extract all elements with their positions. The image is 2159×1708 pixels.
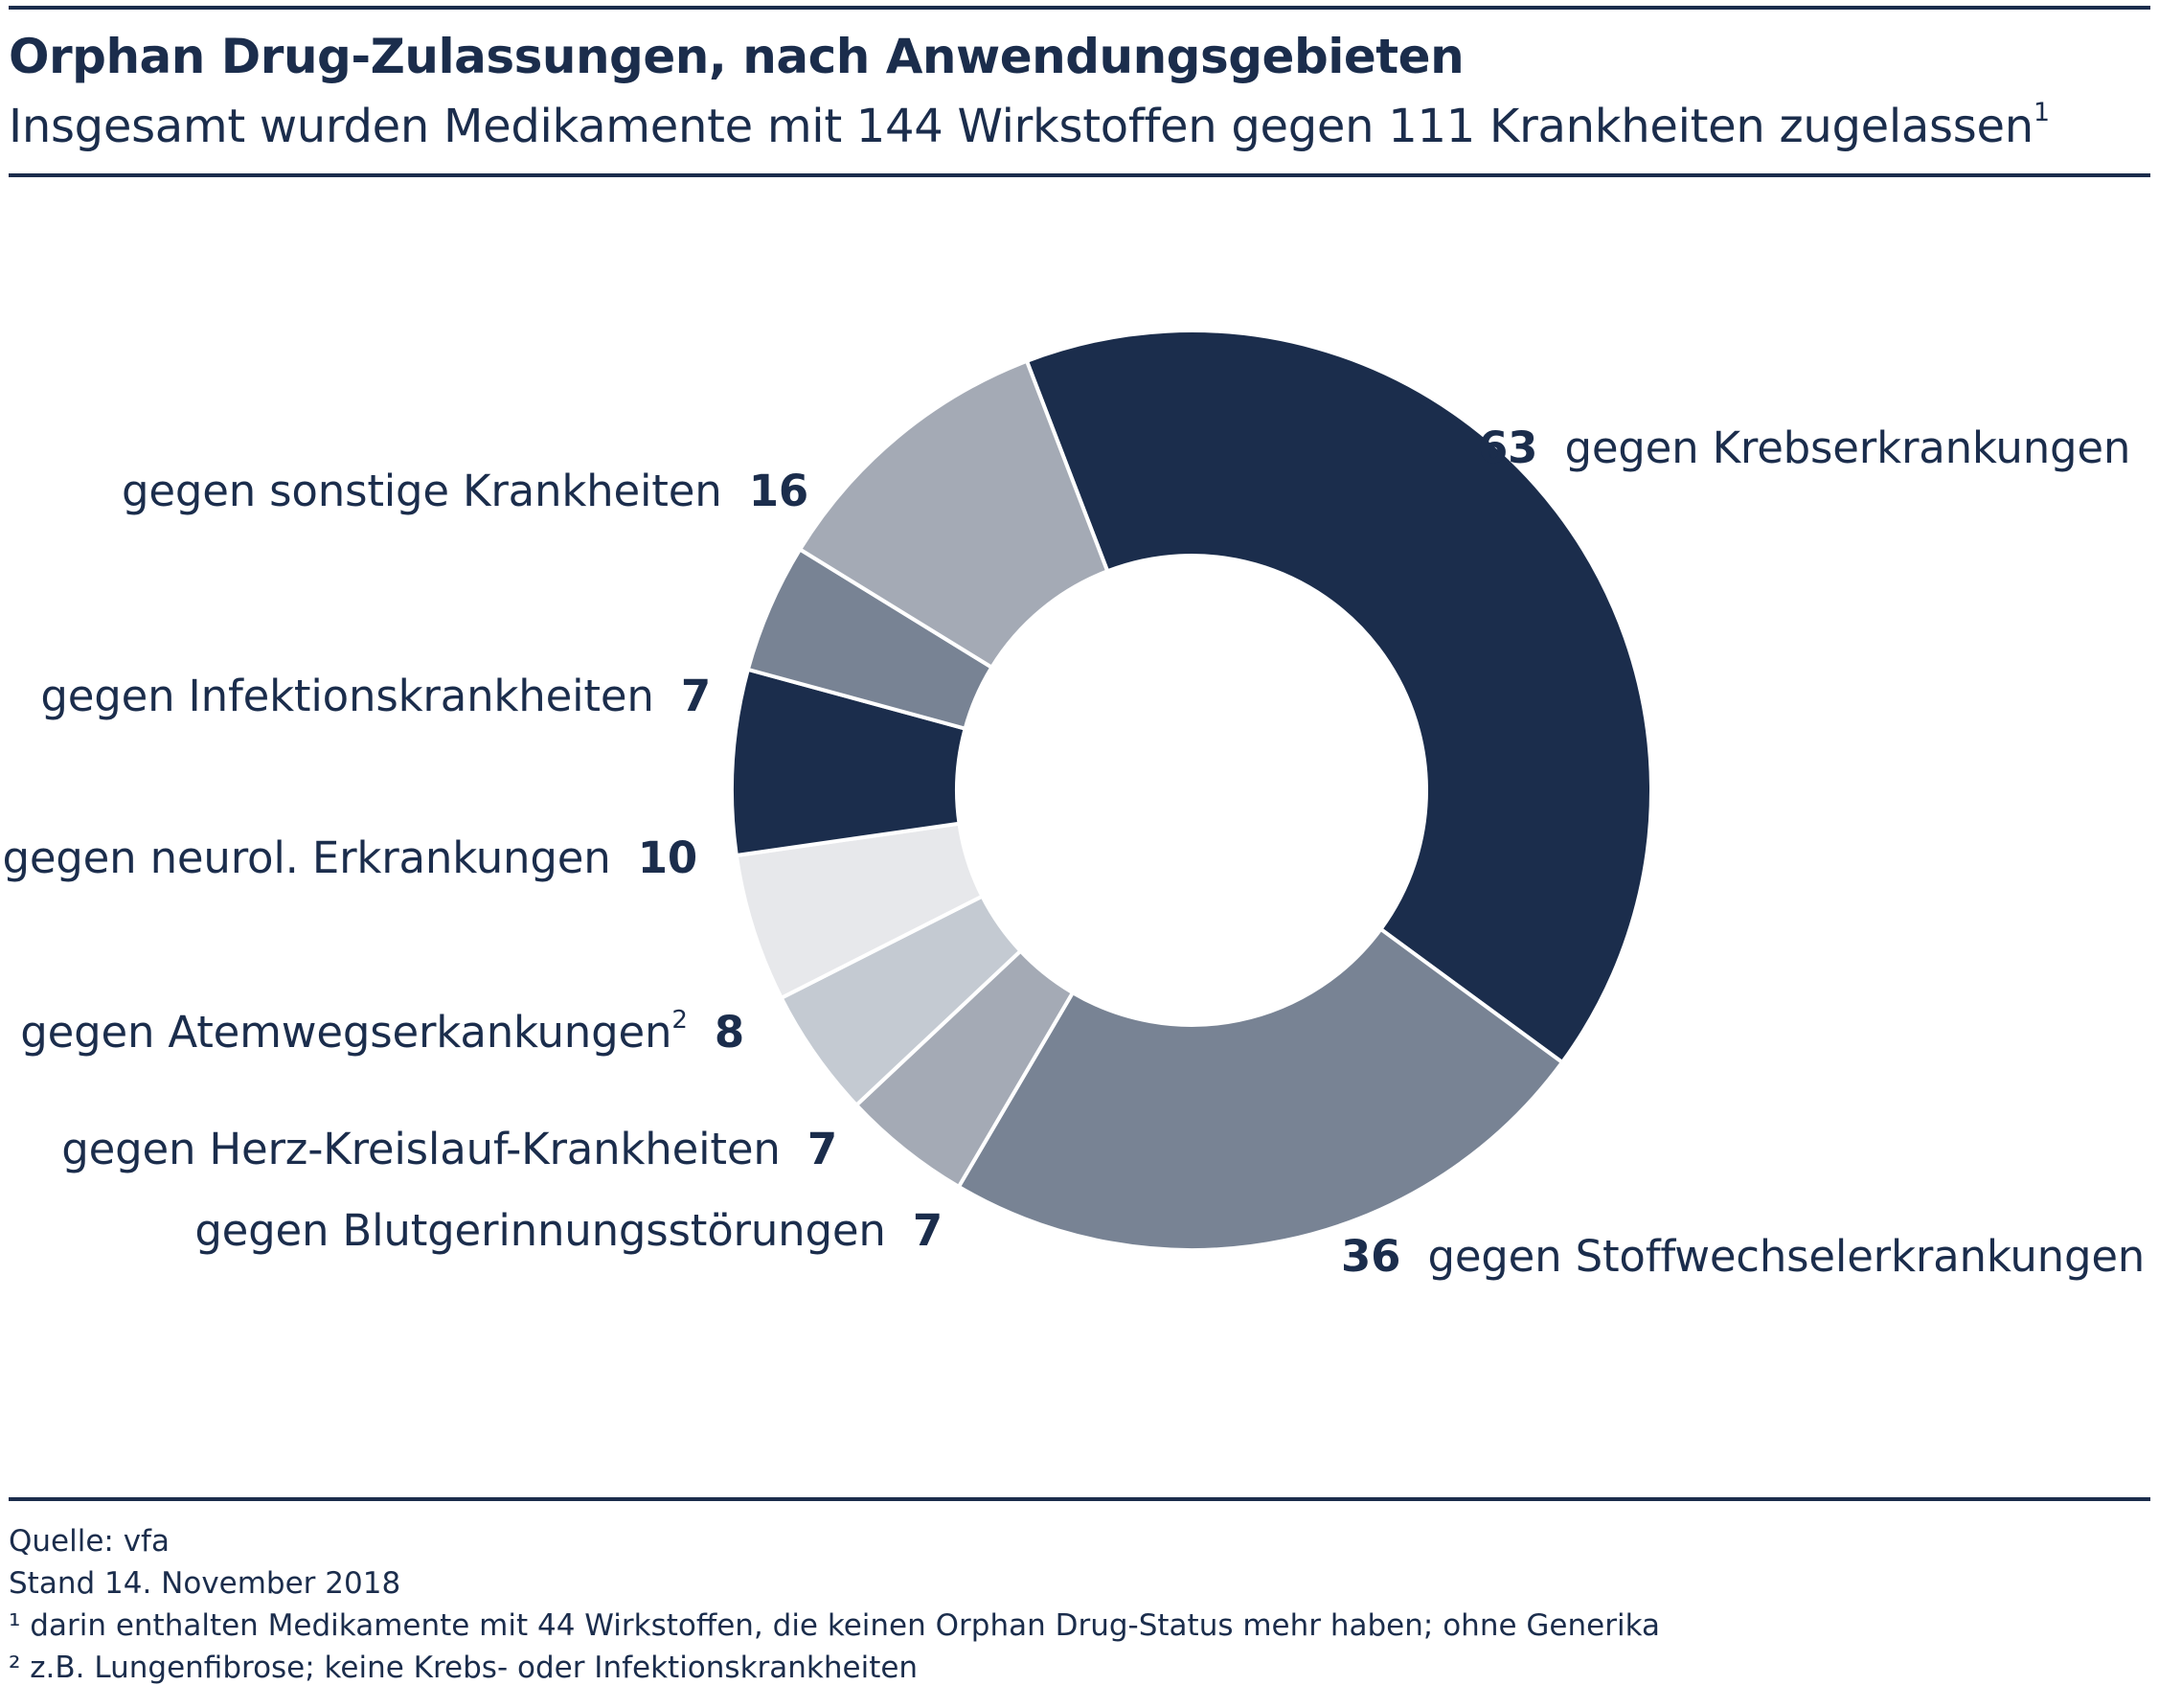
value-blutgerinnungsstoerungen: 7 — [912, 1205, 943, 1256]
value-sonstige-krankheiten: 16 — [748, 466, 808, 516]
footer: Quelle: vfa Stand 14. November 2018 ¹ da… — [9, 1520, 1660, 1689]
label-neurol-erkrankungen: gegen neurol. Erkrankungen 10 — [2, 830, 697, 887]
label-krebserkrankungen: 63 gegen Krebserkrankungen — [1478, 420, 2130, 477]
label-atemwegserkankungen: gegen Atemwegserkankungen2 8 — [20, 1004, 744, 1061]
value-krebserkrankungen: 63 — [1478, 422, 1538, 473]
footer-rule — [9, 1497, 2150, 1501]
source-text: Quelle: vfa — [9, 1524, 170, 1559]
header-rule — [9, 173, 2150, 177]
value-infektionskrankheiten: 7 — [680, 671, 711, 721]
label-blutgerinnungsstoerungen: gegen Blutgerinnungsstörungen 7 — [194, 1202, 943, 1260]
label-sonstige-krankheiten: gegen sonstige Krankheiten 16 — [122, 463, 808, 520]
category-sonstige-krankheiten: gegen sonstige Krankheiten — [122, 466, 722, 516]
category-blutgerinnungsstoerungen: gegen Blutgerinnungsstörungen — [194, 1205, 886, 1256]
chart-title: Orphan Drug-Zulassungen, nach Anwendungs… — [9, 29, 1465, 84]
footnote-2: ² z.B. Lungenfibrose; keine Krebs- oder … — [9, 1651, 919, 1685]
chart-subtitle: Insgesamt wurden Medikamente mit 144 Wir… — [9, 100, 2050, 153]
category-atemwegserkankungen: gegen Atemwegserkankungen — [20, 1007, 672, 1058]
subtitle-text: Insgesamt wurden Medikamente mit 144 Wir… — [9, 100, 2034, 153]
value-herz-kreislauf: 7 — [807, 1124, 837, 1174]
value-stoffwechselerkrankungen: 36 — [1341, 1231, 1401, 1282]
subtitle-footnote-marker: 1 — [2033, 98, 2050, 127]
value-atemwegserkankungen: 8 — [714, 1007, 744, 1058]
label-stoffwechselerkrankungen: 36 gegen Stoffwechselerkrankungen — [1341, 1228, 2145, 1286]
donut-chart — [730, 329, 1653, 1252]
donut-slice-stoffwechselerkrankungen — [956, 926, 1565, 1252]
category-infektionskrankheiten: gegen Infektionskrankheiten — [40, 671, 654, 721]
donut-slice-sonstige-krankheiten — [797, 358, 1110, 671]
footnote-1: ¹ darin enthalten Medikamente mit 44 Wir… — [9, 1608, 1660, 1643]
category-neurol-erkrankungen: gegen neurol. Erkrankungen — [2, 832, 611, 883]
top-rule — [9, 6, 2150, 10]
footnote-marker-atemweg: 2 — [671, 1006, 688, 1035]
category-krebserkrankungen: gegen Krebserkrankungen — [1564, 422, 2131, 473]
date-text: Stand 14. November 2018 — [9, 1566, 401, 1601]
label-herz-kreislauf: gegen Herz-Kreislauf-Krankheiten 7 — [61, 1121, 837, 1178]
value-neurol-erkrankungen: 10 — [637, 832, 697, 883]
label-infektionskrankheiten: gegen Infektionskrankheiten 7 — [40, 668, 711, 725]
donut-slice-krebserkrankungen — [1024, 329, 1653, 1065]
category-stoffwechselerkrankungen: gegen Stoffwechselerkrankungen — [1427, 1231, 2146, 1282]
category-herz-kreislauf: gegen Herz-Kreislauf-Krankheiten — [61, 1124, 781, 1174]
